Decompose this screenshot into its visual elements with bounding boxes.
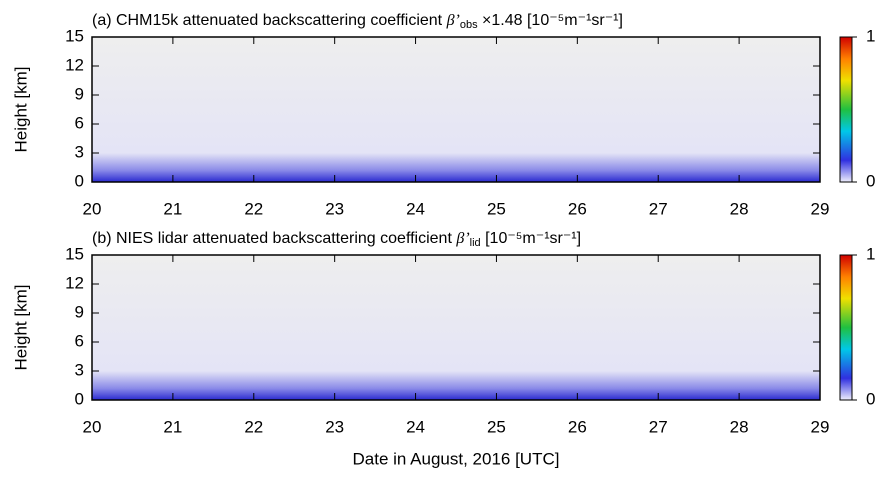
y-tick-label: 3 [75, 360, 84, 379]
plot-background [92, 255, 820, 400]
x-tick-label: 22 [244, 417, 263, 436]
colorbar [839, 36, 853, 183]
x-tick-label: 26 [568, 417, 587, 436]
colorbar-tick-label: 1 [866, 26, 875, 45]
x-axis-label: Date in August, 2016 [UTC] [353, 449, 560, 468]
title-text: (a) CHM15k attenuated backscattering coe… [92, 12, 447, 29]
y-tick-label: 0 [75, 389, 84, 408]
plot-background [92, 37, 820, 182]
x-tick-label: 28 [730, 417, 749, 436]
y-tick-label: 6 [75, 113, 84, 132]
title-sub: lid [470, 237, 481, 249]
plot-frame [91, 254, 821, 401]
plot-frame [91, 36, 821, 183]
y-axis-label: Height [km] [11, 67, 30, 153]
title-text: (b) NIES lidar attenuated backscattering… [92, 230, 456, 247]
y-tick-label: 12 [65, 273, 84, 292]
x-tick-label: 27 [649, 417, 668, 436]
x-tick-label: 23 [325, 417, 344, 436]
x-tick-label: 20 [83, 417, 102, 436]
title-sub: obs [460, 19, 478, 31]
y-tick-label: 15 [65, 26, 84, 45]
y-tick-label: 9 [75, 84, 84, 103]
y-tick-label: 3 [75, 142, 84, 161]
panel-title: (b) NIES lidar attenuated backscattering… [92, 230, 581, 249]
x-tick-label: 27 [649, 199, 668, 218]
x-tick-label: 24 [406, 417, 425, 436]
colorbar-tick-label: 1 [866, 244, 875, 263]
title-rest: ×1.48 [10⁻⁵m⁻¹sr⁻¹] [478, 12, 623, 29]
x-tick-label: 29 [811, 199, 830, 218]
x-tick-label: 21 [163, 417, 182, 436]
colorbar-tick-label: 0 [866, 389, 875, 408]
x-tick-label: 20 [83, 199, 102, 218]
title-rest: [10⁻⁵m⁻¹sr⁻¹] [481, 230, 581, 247]
x-tick-label: 21 [163, 199, 182, 218]
x-tick-label: 25 [487, 417, 506, 436]
x-tick-label: 28 [730, 199, 749, 218]
colorbar [839, 254, 853, 401]
x-tick-label: 22 [244, 199, 263, 218]
y-tick-label: 12 [65, 55, 84, 74]
title-symbol: β’ [446, 12, 460, 29]
title-symbol: β’ [455, 230, 469, 247]
x-tick-label: 24 [406, 199, 425, 218]
x-tick-label: 29 [811, 417, 830, 436]
x-tick-label: 26 [568, 199, 587, 218]
panel-title: (a) CHM15k attenuated backscattering coe… [92, 12, 623, 31]
x-tick-label: 23 [325, 199, 344, 218]
y-axis-label: Height [km] [11, 285, 30, 371]
y-tick-label: 15 [65, 244, 84, 263]
y-tick-label: 9 [75, 302, 84, 321]
x-tick-label: 25 [487, 199, 506, 218]
colorbar-tick-label: 0 [866, 171, 875, 190]
y-tick-label: 0 [75, 171, 84, 190]
y-tick-label: 6 [75, 331, 84, 350]
